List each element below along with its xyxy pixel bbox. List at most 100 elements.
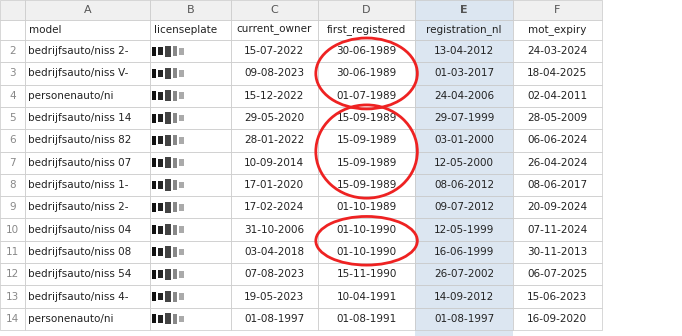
Bar: [150, 107, 231, 129]
Bar: [152, 247, 156, 256]
Bar: [165, 313, 171, 325]
Bar: [150, 129, 231, 152]
Text: personenauto/ni: personenauto/ni: [28, 314, 114, 324]
Bar: [318, 129, 415, 152]
Bar: [152, 136, 156, 145]
Text: C: C: [270, 5, 278, 15]
Text: 13-04-2012: 13-04-2012: [434, 46, 494, 56]
Bar: [165, 90, 171, 101]
Text: 15-09-1989: 15-09-1989: [336, 113, 397, 123]
Bar: [150, 85, 231, 107]
Text: model: model: [29, 25, 62, 35]
Bar: [318, 218, 415, 241]
Bar: [415, 174, 513, 196]
Text: 10-09-2014: 10-09-2014: [244, 158, 304, 168]
Text: 10-04-1991: 10-04-1991: [336, 292, 397, 301]
Bar: [231, 62, 318, 85]
Bar: [231, 129, 318, 152]
Bar: [179, 204, 184, 211]
Bar: [25, 129, 150, 152]
Bar: [0, 152, 25, 174]
Bar: [158, 181, 163, 189]
Bar: [158, 114, 163, 122]
Text: 15-12-2022: 15-12-2022: [244, 91, 304, 101]
Bar: [0, 20, 25, 40]
Bar: [0, 85, 25, 107]
Bar: [0, 241, 25, 263]
Text: 5: 5: [10, 113, 16, 123]
Bar: [415, 85, 513, 107]
Bar: [231, 85, 318, 107]
Bar: [231, 40, 318, 62]
Bar: [415, 62, 513, 85]
Bar: [318, 196, 415, 218]
Bar: [158, 248, 163, 256]
Text: 14: 14: [6, 314, 19, 324]
Bar: [415, 20, 513, 40]
Text: 09-07-2012: 09-07-2012: [434, 202, 494, 212]
Bar: [513, 20, 602, 40]
Bar: [415, 218, 513, 241]
Text: 01-07-1989: 01-07-1989: [336, 91, 397, 101]
Text: 12-05-2000: 12-05-2000: [434, 158, 494, 168]
Bar: [173, 269, 177, 279]
Bar: [158, 70, 163, 77]
Bar: [179, 226, 184, 233]
Bar: [165, 68, 171, 79]
Bar: [150, 218, 231, 241]
Bar: [0, 40, 25, 62]
Bar: [152, 180, 156, 190]
Text: 26-07-2002: 26-07-2002: [434, 269, 494, 279]
Bar: [513, 62, 602, 85]
Text: 20-09-2024: 20-09-2024: [527, 202, 587, 212]
Bar: [0, 62, 25, 85]
Bar: [25, 263, 150, 285]
Text: bedrijfsauto/niss 4-: bedrijfsauto/niss 4-: [28, 292, 129, 301]
Bar: [158, 226, 163, 234]
Bar: [25, 107, 150, 129]
Text: bedrijfsauto/niss 2-: bedrijfsauto/niss 2-: [28, 46, 129, 56]
Text: 03-04-2018: 03-04-2018: [244, 247, 304, 257]
Text: 01-10-1990: 01-10-1990: [336, 247, 397, 257]
Bar: [513, 308, 602, 330]
Bar: [318, 308, 415, 330]
Bar: [179, 159, 184, 166]
Bar: [415, 0, 513, 336]
Bar: [513, 40, 602, 62]
Bar: [179, 70, 184, 77]
Bar: [165, 269, 171, 280]
Bar: [173, 292, 177, 301]
Bar: [179, 271, 184, 278]
Text: 9: 9: [10, 202, 16, 212]
Text: 15-09-1989: 15-09-1989: [336, 135, 397, 145]
Text: 01-08-1997: 01-08-1997: [244, 314, 304, 324]
Text: bedrijfsauto/niss 2-: bedrijfsauto/niss 2-: [28, 202, 129, 212]
Text: 01-10-1989: 01-10-1989: [336, 202, 397, 212]
Bar: [0, 285, 25, 308]
Bar: [25, 285, 150, 308]
Bar: [415, 263, 513, 285]
Bar: [513, 285, 602, 308]
Text: 6: 6: [10, 135, 16, 145]
Bar: [231, 107, 318, 129]
Text: 14-09-2012: 14-09-2012: [434, 292, 494, 301]
Text: 28-01-2022: 28-01-2022: [244, 135, 304, 145]
Bar: [415, 241, 513, 263]
Bar: [150, 20, 231, 40]
Bar: [415, 152, 513, 174]
Bar: [25, 241, 150, 263]
Bar: [150, 308, 231, 330]
Text: 31-10-2006: 31-10-2006: [244, 224, 304, 235]
Bar: [0, 107, 25, 129]
Bar: [165, 113, 171, 124]
Bar: [179, 293, 184, 300]
Text: 13: 13: [6, 292, 19, 301]
Bar: [150, 152, 231, 174]
Text: 15-07-2022: 15-07-2022: [244, 46, 304, 56]
Bar: [318, 107, 415, 129]
Bar: [150, 174, 231, 196]
Bar: [152, 158, 156, 167]
Bar: [152, 69, 156, 78]
Text: 09-08-2023: 09-08-2023: [244, 69, 304, 79]
Text: 4: 4: [10, 91, 16, 101]
